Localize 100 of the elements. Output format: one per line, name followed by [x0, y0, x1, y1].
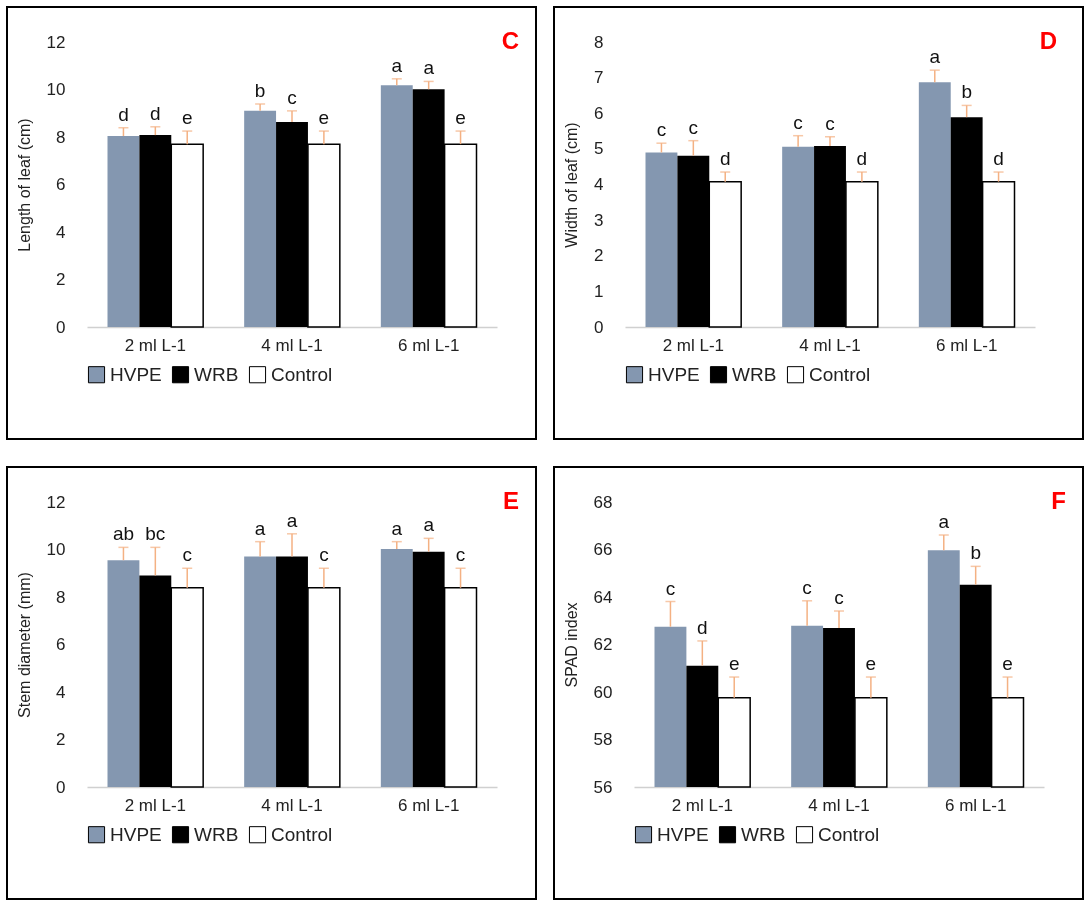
data-label: d: [856, 148, 868, 170]
text: F: [1051, 487, 1066, 514]
legend-label: WRB: [194, 363, 239, 385]
data-label: a: [391, 54, 403, 76]
data-label: c: [793, 111, 803, 133]
legend-label: HVPE: [648, 363, 700, 385]
y-tick-label: 10: [46, 80, 66, 99]
x-tick-label: 4 ml L-1: [799, 335, 861, 355]
y-tick-label: 1: [594, 281, 604, 301]
y-tick-label: 12: [46, 492, 66, 512]
y-axis-title: Stem diameter (mm): [15, 572, 33, 718]
data-label: b: [961, 81, 972, 103]
data-label: c: [182, 544, 192, 566]
bar: [107, 136, 140, 327]
x-tick-label: 2 ml L-1: [124, 335, 187, 355]
y-tick-label: 0: [56, 777, 66, 797]
y-tick-label: 2: [56, 270, 66, 289]
data-label: a: [286, 509, 298, 531]
x-tick-label: 6 ml L-1: [935, 335, 998, 355]
y-tick-label: 8: [56, 587, 66, 607]
y-tick-label: 0: [56, 317, 66, 337]
y-tick-label: 4: [56, 222, 66, 242]
y-tick-label: 7: [594, 68, 604, 88]
y-axis-title: SPAD index: [562, 602, 580, 688]
data-label: b: [970, 542, 981, 564]
y-tick-label: 10: [46, 540, 66, 559]
data-label: c: [665, 577, 676, 599]
data-label: c: [455, 544, 466, 566]
data-label: d: [118, 103, 129, 125]
data-label: c: [688, 116, 699, 138]
data-label: a: [423, 57, 435, 79]
x-tick-label: 2 ml L-1: [671, 795, 734, 815]
y-tick-label: 0: [594, 317, 604, 337]
y-tick-label: 2: [56, 730, 66, 749]
data-label: c: [802, 576, 812, 598]
y-tick-label: 4: [56, 682, 66, 702]
x-tick-label: 4 ml L-1: [261, 795, 323, 815]
data-label: a: [254, 517, 266, 539]
data-label: e: [455, 107, 466, 129]
legend-label: WRB: [732, 363, 777, 385]
x-tick-label: 2 ml L-1: [124, 795, 187, 815]
data-label: d: [697, 616, 708, 638]
y-tick-label: 6: [56, 175, 66, 194]
y-tick-label: 4: [594, 175, 604, 194]
data-label: bc: [145, 523, 166, 545]
bar: [782, 146, 815, 327]
bar: [380, 85, 413, 327]
y-tick-label: 58: [593, 730, 613, 749]
data-label: c: [825, 112, 835, 134]
data-label: e: [728, 653, 740, 675]
data-label: ab: [112, 523, 135, 545]
y-tick-label: 6: [594, 103, 604, 123]
data-label: c: [834, 587, 844, 609]
data-label: e: [181, 107, 193, 129]
y-tick-label: 62: [593, 635, 613, 654]
data-label: d: [150, 102, 161, 124]
data-label: e: [318, 107, 330, 129]
y-tick-label: 64: [593, 587, 613, 607]
y-tick-label: 3: [594, 210, 604, 230]
data-label: d: [719, 148, 731, 170]
legend-label: HVPE: [110, 363, 162, 385]
x-tick-label: 6 ml L-1: [397, 795, 460, 815]
text: E: [502, 487, 519, 514]
y-tick-label: 8: [56, 127, 66, 147]
legend-label: Control: [818, 823, 880, 845]
y-tick-label: 68: [593, 492, 613, 512]
data-label: c: [319, 544, 329, 566]
y-axis-title: Width of leaf (cm): [563, 122, 581, 248]
bar: [645, 152, 678, 327]
x-tick-label: 2 ml L-1: [662, 335, 725, 355]
legend-label: HVPE: [110, 823, 162, 845]
text: C: [501, 27, 519, 54]
x-tick-label: 6 ml L-1: [397, 335, 460, 355]
data-label: e: [1002, 653, 1013, 675]
data-label: a: [929, 46, 941, 68]
x-tick-label: 6 ml L-1: [944, 795, 1007, 815]
data-label: c: [287, 86, 297, 108]
legend-label: Control: [271, 823, 333, 845]
data-label: a: [391, 517, 403, 539]
bar: [244, 110, 277, 327]
legend-label: HVPE: [657, 823, 709, 845]
x-tick-label: 4 ml L-1: [261, 335, 323, 355]
y-axis-title: Length of leaf (cm): [15, 118, 33, 252]
bar: [918, 82, 951, 327]
y-tick-label: 60: [593, 682, 613, 702]
data-label: d: [993, 148, 1004, 170]
y-tick-label: 12: [46, 32, 66, 52]
legend-label: Control: [271, 363, 333, 385]
text: D: [1039, 27, 1057, 54]
y-tick-label: 66: [593, 540, 613, 559]
y-tick-label: 6: [56, 635, 66, 654]
legend-label: WRB: [741, 823, 786, 845]
y-tick-label: 56: [593, 777, 613, 797]
y-tick-label: 2: [594, 246, 604, 266]
y-tick-label: 8: [594, 32, 604, 52]
data-label: e: [865, 653, 877, 675]
x-tick-label: 4 ml L-1: [808, 795, 870, 815]
legend-label: Control: [809, 363, 871, 385]
data-label: b: [254, 79, 266, 101]
y-tick-label: 5: [594, 139, 604, 159]
